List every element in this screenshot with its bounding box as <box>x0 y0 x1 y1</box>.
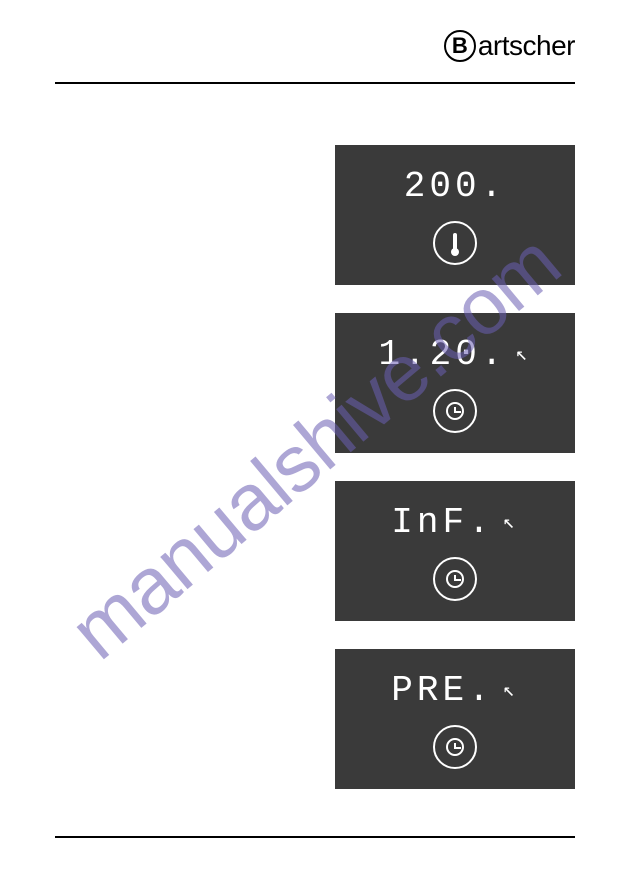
clock-icon <box>433 557 477 601</box>
brand-letter: B <box>452 33 468 59</box>
clock-icon <box>433 389 477 433</box>
cursor-icon: ↖ <box>515 341 531 367</box>
header: B artscher <box>55 30 575 84</box>
display-panel-timer-1: 1.20. ↖ <box>335 313 575 453</box>
thermometer-icon <box>433 221 477 265</box>
display-panel-timer-inf: InF. ↖ <box>335 481 575 621</box>
display-text: PRE. <box>391 670 493 711</box>
brand-name: artscher <box>478 30 575 62</box>
display-value: InF. ↖ <box>391 502 518 543</box>
display-text: 200. <box>404 166 506 207</box>
brand-logo-badge: B <box>444 30 476 62</box>
brand-logo: B artscher <box>444 30 575 62</box>
display-text: 1.20. <box>378 334 506 375</box>
display-text: InF. <box>391 502 493 543</box>
footer-divider <box>55 836 575 838</box>
clock-glyph <box>446 570 464 588</box>
clock-icon <box>433 725 477 769</box>
display-panel-temperature: 200. <box>335 145 575 285</box>
display-panel-timer-pre: PRE. ↖ <box>335 649 575 789</box>
page-container: B artscher 200. 1.20. ↖ InF. <box>0 0 630 893</box>
display-panels-group: 200. 1.20. ↖ InF. ↖ <box>335 145 575 789</box>
clock-glyph <box>446 738 464 756</box>
cursor-icon: ↖ <box>503 509 519 535</box>
clock-glyph <box>446 402 464 420</box>
display-value: 200. <box>404 166 506 207</box>
display-value: PRE. ↖ <box>391 670 518 711</box>
thermometer-glyph <box>453 233 457 253</box>
display-value: 1.20. ↖ <box>378 334 531 375</box>
cursor-icon: ↖ <box>503 677 519 703</box>
